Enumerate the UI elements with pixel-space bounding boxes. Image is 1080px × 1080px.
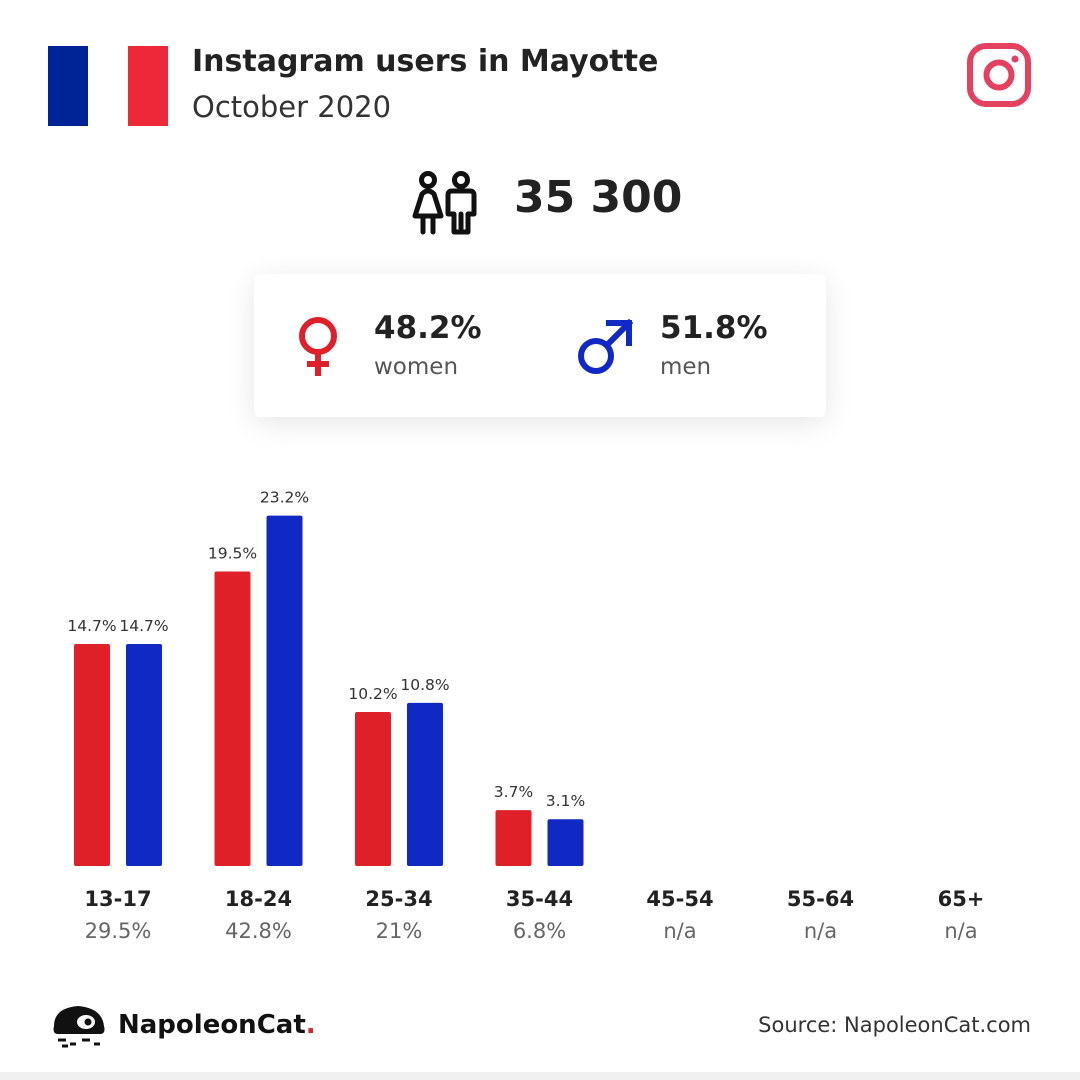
source-text: Source: NapoleonCat.com: [758, 1013, 1031, 1037]
data-label-men-18-24: 23.2%: [260, 489, 309, 507]
women-label: women: [374, 354, 459, 380]
people-icon: [412, 171, 477, 235]
age-group-total-45-54: n/a: [663, 919, 696, 943]
page-subtitle: October 2020: [192, 90, 392, 124]
bar-women-25-34: [355, 711, 391, 866]
bar-women-13-17: [74, 644, 110, 866]
data-label-women-13-17: 14.7%: [67, 617, 116, 635]
data-label-women-35-44: 3.7%: [494, 783, 533, 801]
age-group-label-13-17: 13-17: [84, 887, 151, 911]
age-group-total-25-34: 21%: [376, 919, 423, 943]
age-group-label-55-64: 55-64: [787, 887, 854, 911]
bar-women-35-44: [495, 810, 532, 866]
bar-men-18-24: [266, 515, 303, 866]
page-title: Instagram users in Mayotte: [192, 44, 659, 79]
age-group-label-45-54: 45-54: [646, 887, 713, 911]
age-group-label-25-34: 25-34: [365, 887, 432, 911]
total-users: 35 300: [514, 172, 683, 223]
flag-blue-stripe: [48, 46, 88, 126]
flag-red-stripe: [128, 46, 168, 126]
age-gender-bar-chart: 14.7% 14.7% 13-17 29.5% 19.5% 23.2% 18-24 42.8%…: [67, 489, 985, 943]
gender-card: 48.2% women 51.8% men: [254, 274, 826, 417]
instagram-icon: [967, 43, 1031, 107]
age-group-total-13-17: 29.5%: [85, 919, 152, 943]
age-group-label-18-24: 18-24: [225, 887, 292, 911]
male-icon: [578, 318, 634, 374]
female-icon: [299, 317, 337, 376]
data-label-women-18-24: 19.5%: [208, 545, 257, 563]
napoleoncat-logo: [53, 1006, 105, 1048]
bar-men-13-17: [126, 644, 162, 866]
age-group-total-35-44: 6.8%: [513, 919, 566, 943]
bar-women-18-24: [214, 571, 251, 866]
men-label: men: [660, 354, 712, 380]
data-label-men-25-34: 10.8%: [400, 676, 449, 694]
age-group-label-35-44: 35-44: [506, 887, 573, 911]
bar-men-25-34: [407, 702, 443, 866]
data-label-men-35-44: 3.1%: [546, 792, 585, 810]
women-percentage: 48.2%: [374, 310, 482, 346]
brand-text: NapoleonCat: [118, 1010, 306, 1040]
age-group-total-65+: n/a: [944, 919, 977, 943]
brand-dot: .: [305, 1010, 316, 1040]
age-group-total-18-24: 42.8%: [225, 919, 292, 943]
bottom-band: [0, 1072, 1080, 1080]
data-label-women-25-34: 10.2%: [348, 685, 397, 703]
men-percentage: 51.8%: [660, 310, 768, 346]
data-label-men-13-17: 14.7%: [119, 617, 168, 635]
age-group-label-65+: 65+: [938, 887, 985, 911]
age-group-total-55-64: n/a: [804, 919, 837, 943]
france-flag: [48, 46, 168, 126]
bar-men-35-44: [547, 819, 584, 866]
brand-name: NapoleonCat.: [118, 1010, 316, 1040]
